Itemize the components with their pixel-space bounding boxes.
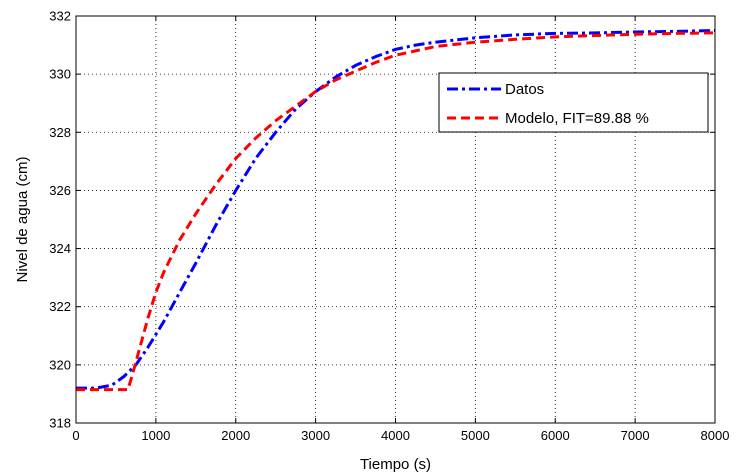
legend-label-modelo: Modelo, FIT=89.88 %: [505, 110, 649, 127]
y-tick-label: 322: [49, 299, 71, 314]
y-tick-label: 330: [49, 67, 71, 82]
ticks: 0 1000 2000 3000 4000 5000 6000 7000 8000 318 320 3…: [49, 9, 729, 444]
x-tick-label: 5000: [461, 428, 490, 443]
y-axis-title: Nivel de agua (cm): [14, 157, 31, 283]
legend-label-datos: Datos: [505, 81, 544, 98]
y-tick-label: 328: [49, 125, 71, 140]
x-tick-label: 3000: [301, 428, 330, 443]
legend: Datos Modelo, FIT=89.88 %: [438, 72, 709, 133]
x-tick-label: 0: [72, 428, 79, 443]
series-layer: [76, 29, 716, 392]
x-tick-label: 7000: [621, 428, 650, 443]
y-tick-label: 318: [49, 416, 71, 431]
legend-box: [438, 72, 709, 133]
y-tick-label: 324: [49, 241, 71, 256]
x-tick-label: 2000: [221, 428, 250, 443]
x-tick-label: 8000: [701, 428, 730, 443]
y-tick-label: 326: [49, 183, 71, 198]
y-tick-label: 320: [49, 357, 71, 372]
x-tick-label: 1000: [141, 428, 170, 443]
x-axis-title: Tiempo (s): [360, 456, 431, 473]
x-tick-label: 6000: [541, 428, 570, 443]
y-tick-label: 332: [49, 9, 71, 24]
x-tick-label: 4000: [381, 428, 410, 443]
